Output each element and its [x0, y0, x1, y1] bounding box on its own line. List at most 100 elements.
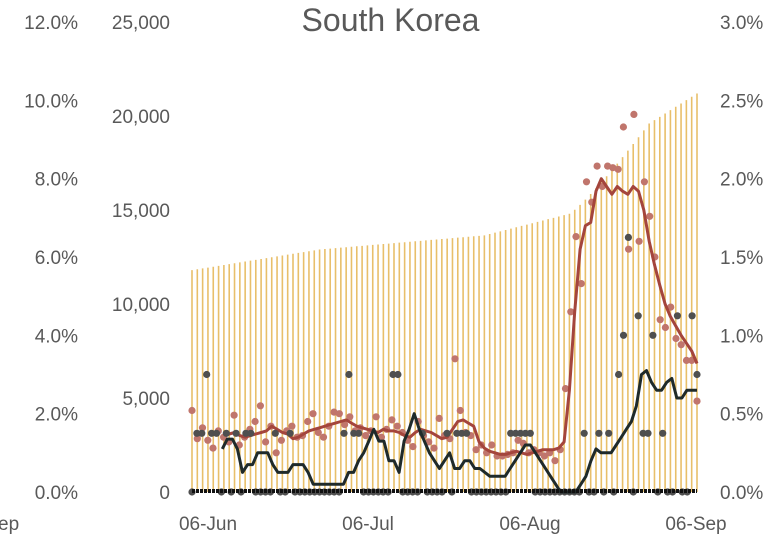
right-axis-tick-5: 2.5% — [720, 91, 763, 112]
series-1-point-13 — [256, 402, 264, 410]
series-1-point-24 — [314, 428, 322, 437]
series-1-point-94 — [682, 356, 691, 364]
series-1-point-39 — [393, 422, 401, 430]
right-axis-tick-0: 0.0% — [720, 483, 763, 504]
series-1-point-47 — [435, 414, 443, 422]
series-1-point-69 — [551, 457, 559, 465]
right-axis-tick-1: 0.5% — [720, 405, 763, 426]
series-1-point-85 — [635, 237, 643, 245]
left-outer-axis-tick-6: 12.0% — [24, 13, 78, 34]
series-3-point-31 — [340, 429, 348, 437]
left-outer-axis-tick-0: 0.0% — [35, 483, 78, 504]
left-inner-axis-tick-2: 10,000 — [112, 295, 170, 316]
series-1-point-19 — [288, 422, 296, 430]
left-inner-axis-tick-0: 0 — [159, 483, 170, 504]
series-3-point-5 — [212, 429, 221, 437]
series-1-point-90 — [661, 323, 670, 332]
series-1-point-8 — [230, 411, 238, 419]
series-1-point-92 — [672, 334, 680, 343]
series-1-point-51 — [456, 406, 464, 415]
x-axis-tick-3: 06-Sep — [665, 514, 726, 535]
series-1-point-81 — [614, 165, 622, 173]
series-1-point-57 — [488, 441, 496, 449]
x-axis-tick-2: 06-Aug — [499, 514, 560, 535]
series-1-point-22 — [304, 417, 312, 426]
series-3-point-69 — [526, 429, 534, 437]
series-3-point-83 — [595, 429, 603, 437]
series-3-point-93 — [644, 429, 652, 437]
left-outer-axis-tick-2: 4.0% — [35, 326, 78, 347]
right-axis-tick-2: 1.0% — [720, 326, 763, 347]
series-3-point-2 — [198, 429, 206, 437]
series-1-point-71 — [561, 385, 570, 393]
left-outer-axis-tick-3: 6.0% — [35, 248, 78, 269]
series-3-point-32 — [345, 370, 353, 379]
left-outer-axis-tick-5: 10.0% — [24, 91, 78, 112]
left-inner-axis-tick-4: 20,000 — [112, 107, 170, 128]
series-1-point-4 — [209, 444, 217, 452]
series-3-point-80 — [580, 429, 588, 437]
series-1-point-77 — [593, 162, 601, 170]
series-1-point-3 — [204, 436, 212, 444]
series-3-point-94 — [649, 331, 657, 339]
series-3-point-12 — [247, 429, 255, 437]
series-1-point-91 — [667, 303, 675, 311]
series-1-point-23 — [309, 410, 317, 418]
series-1-point-73 — [572, 233, 580, 241]
series-3-point-91 — [634, 312, 642, 320]
series-1-point-29 — [341, 421, 349, 429]
series-3-point-96 — [659, 429, 667, 437]
left-outer-axis-tick-4: 8.0% — [35, 170, 78, 191]
series-3-point-88 — [619, 331, 628, 339]
series-3-point-85 — [605, 429, 613, 437]
series-3-point-56 — [463, 429, 471, 437]
series-1-point-16 — [272, 449, 280, 457]
series-2-line — [223, 177, 699, 456]
series-1-point-74 — [577, 280, 585, 288]
left-inner-axis-tick-3: 15,000 — [112, 201, 170, 222]
series-3-point-9 — [232, 429, 240, 437]
series-3-point-34 — [355, 429, 363, 437]
series-1-point-17 — [277, 436, 285, 444]
series-1-point-1 — [193, 435, 201, 443]
series-1-point-84 — [630, 110, 638, 118]
right-axis-tick-4: 2.0% — [720, 170, 763, 191]
series-1-point-25 — [319, 433, 328, 441]
series-3-point-42 — [394, 370, 402, 379]
series-1-point-50 — [451, 355, 459, 363]
series-1-point-33 — [362, 432, 370, 440]
x-axis-tick-0: 06-Jun — [179, 514, 237, 535]
series-1-point-30 — [346, 413, 354, 421]
series-1-point-87 — [646, 212, 654, 220]
left-inner-axis-tick-1: 5,000 — [122, 389, 170, 410]
left-inner-axis-tick-5: 25,000 — [112, 13, 170, 34]
series-3-point-3 — [203, 370, 211, 379]
series-1-point-35 — [372, 413, 380, 421]
x-axis-tick-1: 06-Jul — [342, 514, 394, 535]
x-axis-tick-clipped: ep — [0, 514, 19, 535]
left-outer-axis-tick-1: 2.0% — [35, 405, 78, 426]
series-1-point-46 — [430, 444, 438, 452]
series-1-point-38 — [388, 416, 396, 424]
series-1-point-54 — [472, 446, 480, 454]
series-3-point-99 — [673, 312, 682, 320]
series-3-point-103 — [693, 370, 701, 379]
series-1-point-96 — [693, 397, 701, 405]
series-3-point-102 — [688, 312, 696, 320]
series-1-point-0 — [188, 406, 196, 415]
series-1-point-89 — [656, 316, 664, 324]
series-1-point-75 — [582, 178, 591, 186]
chart-title: South Korea — [301, 2, 480, 38]
right-axis-tick-3: 1.5% — [720, 248, 763, 269]
series-1-point-93 — [677, 341, 685, 349]
series-1-point-14 — [262, 438, 270, 446]
series-3-point-17 — [271, 429, 279, 437]
series-1-point-42 — [409, 443, 417, 451]
series-1-point-86 — [640, 178, 649, 186]
series-3-point-20 — [286, 429, 294, 437]
series-1-point-72 — [567, 308, 575, 316]
series-1-point-83 — [625, 245, 633, 253]
series-1-point-62 — [514, 436, 522, 444]
